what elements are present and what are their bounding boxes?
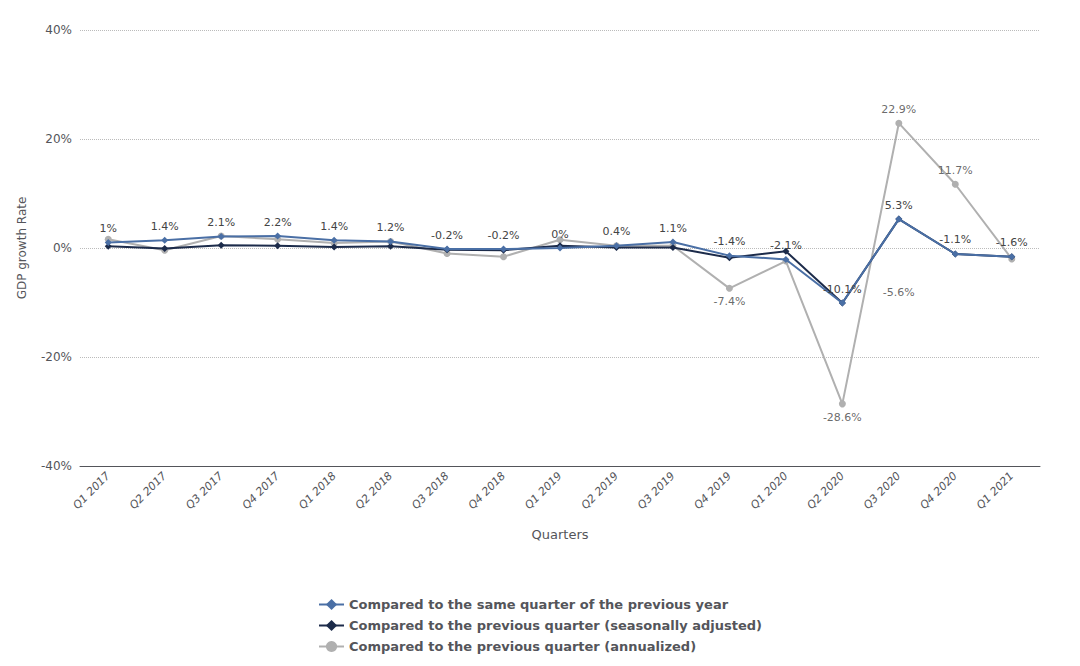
svg-text:Q4 2017: Q4 2017 bbox=[240, 469, 282, 511]
svg-text:2.1%: 2.1% bbox=[207, 216, 235, 229]
svg-text:40%: 40% bbox=[45, 23, 72, 37]
svg-text:Q2 2020: Q2 2020 bbox=[804, 469, 846, 511]
svg-text:Q3 2018: Q3 2018 bbox=[409, 469, 451, 511]
svg-text:0%: 0% bbox=[551, 228, 568, 241]
svg-text:Compared to the previous quart: Compared to the previous quarter (annual… bbox=[349, 639, 696, 654]
svg-text:GDP growth Rate: GDP growth Rate bbox=[15, 197, 29, 300]
svg-text:-10.1%: -10.1% bbox=[823, 283, 862, 296]
svg-text:Q3 2019: Q3 2019 bbox=[635, 469, 677, 511]
svg-text:Q1 2019: Q1 2019 bbox=[522, 469, 564, 511]
svg-text:20%: 20% bbox=[45, 132, 72, 146]
svg-text:0.4%: 0.4% bbox=[602, 225, 630, 238]
svg-text:22.9%: 22.9% bbox=[881, 103, 916, 116]
svg-text:-1.6%: -1.6% bbox=[996, 236, 1028, 249]
svg-text:2.2%: 2.2% bbox=[264, 216, 292, 229]
svg-text:Q1 2021: Q1 2021 bbox=[974, 469, 1016, 511]
svg-text:-5.6%: -5.6% bbox=[883, 286, 915, 299]
svg-text:Q1 2017: Q1 2017 bbox=[70, 469, 112, 511]
svg-text:1.1%: 1.1% bbox=[659, 222, 687, 235]
svg-text:5.3%: 5.3% bbox=[885, 199, 913, 212]
svg-text:11.7%: 11.7% bbox=[938, 164, 973, 177]
svg-text:1%: 1% bbox=[100, 222, 117, 235]
svg-text:Q4 2019: Q4 2019 bbox=[692, 469, 734, 511]
svg-text:Q1 2018: Q1 2018 bbox=[296, 469, 338, 511]
svg-text:-20%: -20% bbox=[41, 350, 72, 364]
svg-text:-1.4%: -1.4% bbox=[713, 235, 745, 248]
svg-text:-0.2%: -0.2% bbox=[431, 229, 463, 242]
svg-text:Q1 2020: Q1 2020 bbox=[748, 469, 790, 511]
svg-text:Q3 2017: Q3 2017 bbox=[183, 469, 225, 511]
svg-text:Quarters: Quarters bbox=[532, 527, 589, 542]
svg-text:1.4%: 1.4% bbox=[151, 220, 179, 233]
svg-text:-40%: -40% bbox=[41, 459, 72, 473]
svg-text:Q4 2020: Q4 2020 bbox=[917, 469, 959, 511]
svg-text:1.4%: 1.4% bbox=[320, 220, 348, 233]
svg-text:-0.2%: -0.2% bbox=[488, 229, 520, 242]
svg-text:Q2 2017: Q2 2017 bbox=[127, 469, 169, 511]
svg-text:Q4 2018: Q4 2018 bbox=[466, 469, 508, 511]
svg-text:Q3 2020: Q3 2020 bbox=[861, 469, 903, 511]
svg-text:Q2 2018: Q2 2018 bbox=[353, 469, 395, 511]
svg-text:0%: 0% bbox=[53, 241, 72, 255]
svg-text:Q2 2019: Q2 2019 bbox=[579, 469, 621, 511]
svg-text:1.2%: 1.2% bbox=[377, 221, 405, 234]
svg-text:-2.1%: -2.1% bbox=[770, 239, 802, 252]
svg-text:-7.4%: -7.4% bbox=[713, 295, 745, 308]
svg-text:-28.6%: -28.6% bbox=[823, 411, 862, 424]
svg-text:-1.1%: -1.1% bbox=[939, 233, 971, 246]
svg-text:Compared to the previous quart: Compared to the previous quarter (season… bbox=[349, 618, 762, 633]
svg-text:Compared to the same quarter o: Compared to the same quarter of the prev… bbox=[349, 597, 729, 612]
